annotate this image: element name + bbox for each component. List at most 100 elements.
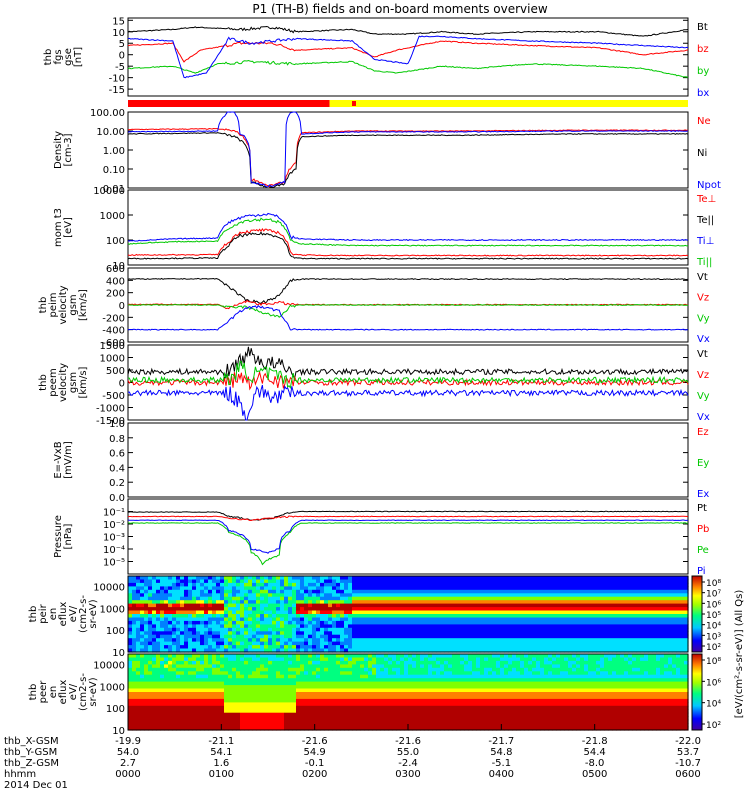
heatmap-cell <box>364 641 369 646</box>
heatmap-cell <box>364 576 369 581</box>
heatmap-cell <box>352 719 357 724</box>
heatmap-cell <box>652 634 657 639</box>
heatmap-cell <box>508 614 513 619</box>
heatmap-cell <box>372 664 377 669</box>
heatmap-cell <box>328 600 333 605</box>
heatmap-cell <box>452 596 457 601</box>
heatmap-cell <box>136 657 141 662</box>
heatmap-cell <box>516 593 521 598</box>
heatmap-cell <box>128 723 133 728</box>
heatmap-cell <box>192 631 197 636</box>
heatmap-cell <box>236 627 241 632</box>
heatmap-cell <box>260 582 265 587</box>
heatmap-cell <box>356 657 361 662</box>
heatmap-cell <box>140 610 145 615</box>
heatmap-cell <box>300 617 305 622</box>
heatmap-cell <box>144 695 149 700</box>
heatmap-cell <box>484 582 489 587</box>
heatmap-cell <box>268 648 273 653</box>
heatmap-cell <box>416 631 421 636</box>
heatmap-cell <box>524 582 529 587</box>
heatmap-cell <box>344 579 349 584</box>
heatmap-cell <box>284 610 289 615</box>
heatmap-cell <box>136 702 141 707</box>
heatmap-cell <box>520 638 525 643</box>
heatmap-cell <box>324 596 329 601</box>
heatmap-cell <box>488 596 493 601</box>
heatmap-cell <box>144 671 149 676</box>
heatmap-cell <box>292 657 297 662</box>
heatmap-cell <box>160 660 165 665</box>
series-line-Pe <box>127 522 689 566</box>
heatmap-cell <box>236 641 241 646</box>
heatmap-cell <box>316 671 321 676</box>
heatmap-cell <box>684 600 689 605</box>
heatmap-cell <box>208 712 213 717</box>
heatmap-cell <box>276 617 281 622</box>
heatmap-cell <box>164 645 169 650</box>
heatmap-cell <box>180 657 185 662</box>
heatmap-cell <box>620 603 625 608</box>
heatmap-cell <box>228 638 233 643</box>
heatmap-cell <box>612 600 617 605</box>
heatmap-cell <box>360 589 365 594</box>
heatmap-cell <box>140 638 145 643</box>
heatmap-cell <box>220 648 225 653</box>
heatmap-cell <box>196 648 201 653</box>
heatmap-cell <box>300 657 305 662</box>
heatmap-cell <box>328 634 333 639</box>
heatmap-cell <box>260 624 265 629</box>
heatmap-cell <box>396 624 401 629</box>
heatmap-cell <box>284 617 289 622</box>
heatmap-cell <box>192 709 197 714</box>
heatmap-cell <box>360 600 365 605</box>
heatmap-cell <box>392 681 397 686</box>
heatmap-cell <box>328 660 333 665</box>
heatmap-cell <box>592 579 597 584</box>
heatmap-cell <box>384 641 389 646</box>
heatmap-cell <box>380 603 385 608</box>
heatmap-cell <box>136 726 141 731</box>
heatmap-cell <box>164 723 169 728</box>
heatmap-cell <box>468 586 473 591</box>
heatmap-cell <box>412 702 417 707</box>
heatmap-cell <box>324 723 329 728</box>
heatmap-cell <box>432 685 437 690</box>
heatmap-cell <box>224 726 229 731</box>
heatmap-cell <box>408 576 413 581</box>
heatmap-cell <box>652 617 657 622</box>
heatmap-cell <box>392 726 397 731</box>
heatmap-cell <box>320 596 325 601</box>
heatmap-cell <box>588 607 593 612</box>
heatmap-cell <box>420 600 425 605</box>
heatmap-cell <box>392 648 397 653</box>
heatmap-cell <box>416 582 421 587</box>
heatmap-cell <box>348 596 353 601</box>
heatmap-cell <box>244 692 249 697</box>
heatmap-cell <box>172 617 177 622</box>
heatmap-cell <box>188 638 193 643</box>
heatmap-cell <box>148 723 153 728</box>
y-tick-label: -10 <box>109 74 125 85</box>
heatmap-cell <box>360 664 365 669</box>
heatmap-cell <box>312 593 317 598</box>
heatmap-cell <box>212 681 217 686</box>
heatmap-cell <box>320 657 325 662</box>
heatmap-cell <box>568 620 573 625</box>
heatmap-cell <box>224 627 229 632</box>
heatmap-cell <box>336 614 341 619</box>
heatmap-cell <box>192 576 197 581</box>
heatmap-cell <box>588 589 593 594</box>
heatmap-cell <box>528 638 533 643</box>
heatmap-cell <box>164 576 169 581</box>
heatmap-cell <box>496 603 501 608</box>
heatmap-cell <box>216 576 221 581</box>
heatmap-cell <box>268 712 273 717</box>
heatmap-cell <box>280 685 285 690</box>
heatmap-cell <box>584 589 589 594</box>
heatmap-cell <box>348 723 353 728</box>
heatmap-cell <box>508 603 513 608</box>
heatmap-cell <box>368 726 373 731</box>
heatmap-cell <box>188 614 193 619</box>
heatmap-cell <box>148 614 153 619</box>
